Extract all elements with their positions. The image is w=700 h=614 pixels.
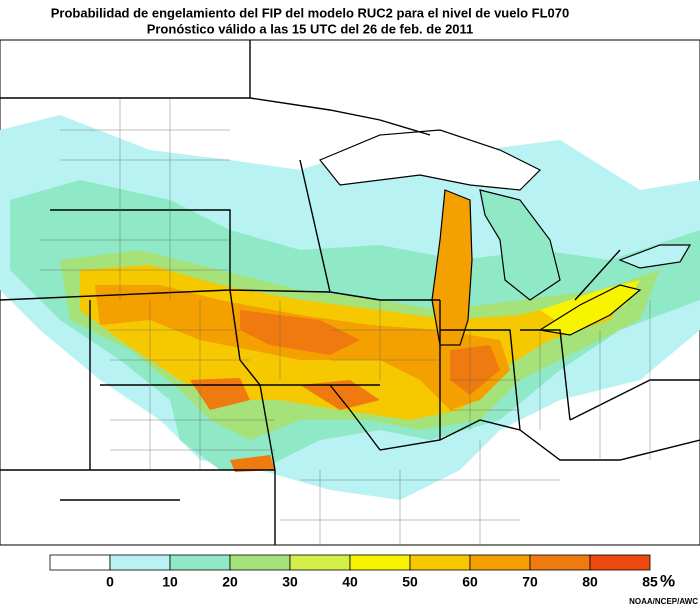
legend-tick-label: 70 bbox=[522, 574, 538, 590]
legend-tick-label: 80 bbox=[582, 574, 598, 590]
legend-swatch bbox=[229, 554, 291, 571]
legend-swatch bbox=[169, 554, 231, 571]
map bbox=[0, 39, 700, 546]
subtitle: Pronóstico válido a las 15 UTC del 26 de… bbox=[147, 21, 474, 36]
legend-tick-label: 30 bbox=[282, 574, 298, 590]
legend-swatch bbox=[289, 554, 351, 571]
title: Probabilidad de engelamiento del FIP del… bbox=[51, 5, 569, 20]
legend-tick-label: 40 bbox=[342, 574, 358, 590]
legend-tick-label: 85 bbox=[642, 574, 658, 590]
legend-tick-label: 50 bbox=[402, 574, 418, 590]
legend: 0 10 20 30 40 50 60 70 80 85% bbox=[49, 554, 675, 590]
legend-swatch bbox=[529, 554, 591, 571]
legend-swatch bbox=[409, 554, 471, 571]
legend-swatch bbox=[49, 554, 111, 571]
legend-tick-label: 10 bbox=[162, 574, 178, 590]
legend-swatch bbox=[589, 554, 651, 571]
legend-swatch bbox=[469, 554, 531, 571]
legend-swatch bbox=[349, 554, 411, 571]
legend-tick-label: 20 bbox=[222, 574, 238, 590]
credit: NOAA/NCEP/AWC bbox=[629, 597, 698, 606]
legend-tick-label: 0 bbox=[106, 574, 114, 590]
legend-unit: % bbox=[660, 571, 675, 590]
legend-swatch bbox=[109, 554, 171, 571]
legend-tick-label: 60 bbox=[462, 574, 478, 590]
